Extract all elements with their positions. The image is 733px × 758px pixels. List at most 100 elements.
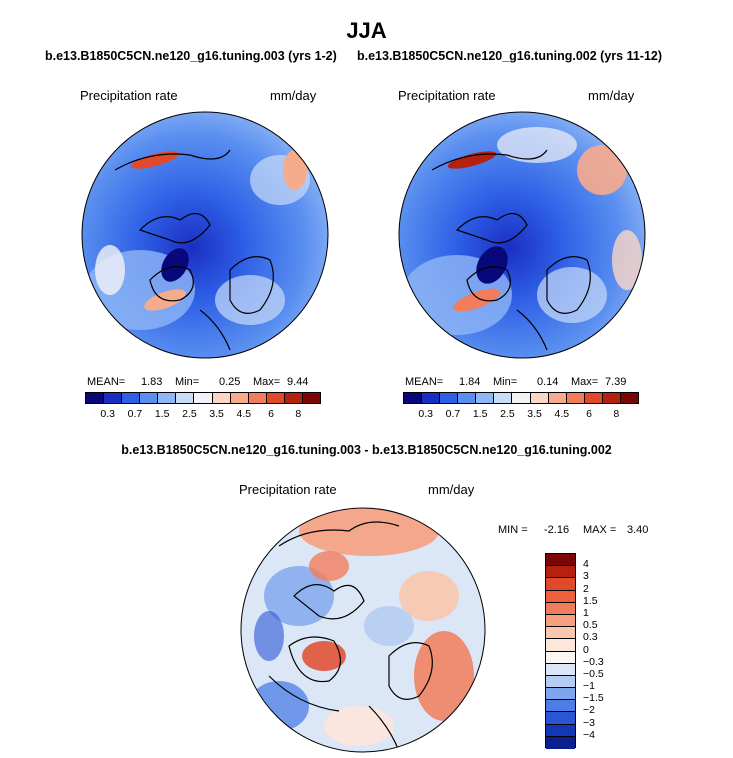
colorbar-swatch — [546, 554, 575, 567]
panel-right-units-label: mm/day — [588, 88, 635, 103]
colorbar-swatch — [546, 602, 575, 615]
colorbar-tick-label: 2.5 — [182, 408, 197, 420]
colorbar-swatch — [230, 393, 249, 403]
colorbar-swatch — [602, 393, 621, 403]
colorbar-tick-label: 0.3 — [583, 631, 598, 644]
colorbar-swatch — [266, 393, 285, 403]
colorbar-tick-label: 1 — [583, 606, 589, 619]
panel-left-units-label: mm/day — [270, 88, 317, 103]
colorbar-swatch — [546, 675, 575, 689]
panel-left-mean-value: 1.83 — [141, 376, 163, 388]
colorbar-swatch — [546, 639, 575, 652]
colorbar-tick-label: −3 — [583, 716, 595, 729]
colorbar-swatch — [620, 393, 639, 403]
colorbar-tick-label: 0.3 — [418, 408, 433, 420]
colorbar-swatch — [512, 393, 531, 403]
colorbar-swatch — [440, 393, 459, 403]
panel-left-max-value: 9.44 — [287, 376, 309, 388]
colorbar-tick-label: 3 — [583, 570, 589, 583]
colorbar-tick-label: 1.5 — [154, 408, 170, 420]
panel-left-mean-label: MEAN= — [87, 376, 126, 388]
colorbar-swatch — [566, 393, 585, 403]
panel-left-variable-label: Precipitation rate — [80, 88, 178, 103]
colorbar-tick-label: 2.5 — [500, 408, 515, 420]
colorbar-tick-label: 4.5 — [236, 408, 252, 420]
difference-polar-map — [240, 507, 486, 753]
difference-max-value: 3.40 — [627, 524, 649, 536]
colorbar-swatch — [546, 651, 575, 664]
colorbar-swatch — [194, 393, 213, 403]
colorbar-swatch — [546, 566, 575, 579]
panel-left-colorbar — [85, 392, 321, 404]
panel-right-mean-value: 1.84 — [459, 376, 481, 388]
colorbar-tick-label: −2 — [583, 704, 595, 717]
colorbar-tick-label: 2 — [583, 582, 589, 595]
colorbar-tick-label: 4 — [583, 558, 589, 571]
colorbar-swatch — [546, 724, 575, 737]
panel-right-min-value: 0.14 — [537, 376, 559, 388]
colorbar-tick-label: 8 — [613, 408, 620, 420]
panel-right-case-title: b.e13.B1850C5CN.ne120_g16.tuning.002 (yr… — [357, 49, 663, 63]
colorbar-tick-label: 0.5 — [583, 619, 598, 632]
colorbar-swatch — [404, 393, 423, 403]
colorbar-swatch — [140, 393, 159, 403]
figure-title: JJA — [346, 18, 387, 43]
panel-left-min-label: Min= — [175, 376, 200, 388]
panel-left-max-label: Max= — [253, 376, 281, 388]
colorbar-swatch — [530, 393, 549, 403]
colorbar-tick-label: 6 — [268, 408, 274, 420]
panel-left-case-title: b.e13.B1850C5CN.ne120_g16.tuning.003 (yr… — [45, 49, 337, 63]
colorbar-swatch — [302, 393, 321, 403]
colorbar-swatch — [248, 393, 267, 403]
panel-right-min-label: Min= — [493, 376, 518, 388]
colorbar-swatch — [546, 688, 575, 701]
colorbar-tick-label: −0.5 — [583, 667, 604, 680]
difference-units-label: mm/day — [428, 482, 475, 497]
colorbar-swatch — [546, 590, 575, 603]
colorbar-swatch — [494, 393, 513, 403]
colorbar-swatch — [476, 393, 495, 403]
colorbar-swatch — [122, 393, 141, 403]
colorbar-swatch — [546, 663, 575, 676]
colorbar-tick-label: 0.7 — [445, 408, 461, 420]
colorbar-swatch — [546, 627, 575, 640]
difference-title: b.e13.B1850C5CN.ne120_g16.tuning.003 - b… — [121, 443, 612, 457]
panel-left-polar-map — [81, 111, 329, 359]
colorbar-swatch — [546, 614, 575, 628]
difference-min-label: MIN = — [498, 524, 528, 536]
colorbar-tick-label: −0.3 — [583, 655, 604, 668]
colorbar-swatch — [546, 700, 575, 713]
colorbar-tick-label: −1.5 — [583, 692, 604, 705]
colorbar-swatch — [548, 393, 567, 403]
colorbar-tick-label: 0.3 — [100, 408, 115, 420]
colorbar-swatch — [546, 736, 575, 749]
colorbar-tick-label: 1.5 — [583, 594, 598, 607]
colorbar-swatch — [546, 712, 575, 725]
panel-right-mean-label: MEAN= — [405, 376, 444, 388]
colorbar-tick-label: 4.5 — [554, 408, 570, 420]
colorbar-swatch — [176, 393, 195, 403]
colorbar-swatch — [584, 393, 603, 403]
colorbar-tick-label: −1 — [583, 680, 595, 693]
colorbar-tick-label: 3.5 — [209, 408, 224, 420]
panel-right-colorbar — [403, 392, 639, 404]
colorbar-swatch — [212, 393, 231, 403]
colorbar-tick-label: 3.5 — [527, 408, 542, 420]
colorbar-swatch — [422, 393, 441, 403]
colorbar-tick-label: 1.5 — [472, 408, 488, 420]
difference-variable-label: Precipitation rate — [239, 482, 337, 497]
panel-right-polar-map — [398, 111, 646, 359]
colorbar-swatch — [86, 393, 105, 403]
panel-left-min-value: 0.25 — [219, 376, 241, 388]
colorbar-tick-label: −4 — [583, 728, 595, 741]
colorbar-tick-label: 8 — [295, 408, 302, 420]
colorbar-swatch — [284, 393, 303, 403]
colorbar-tick-label: 6 — [586, 408, 592, 420]
colorbar-swatch — [458, 393, 477, 403]
colorbar-swatch — [158, 393, 177, 403]
difference-min-value: -2.16 — [544, 524, 570, 536]
difference-colorbar — [545, 553, 576, 749]
panel-right-max-label: Max= — [571, 376, 599, 388]
panel-right-variable-label: Precipitation rate — [398, 88, 496, 103]
difference-max-label: MAX = — [583, 524, 617, 536]
